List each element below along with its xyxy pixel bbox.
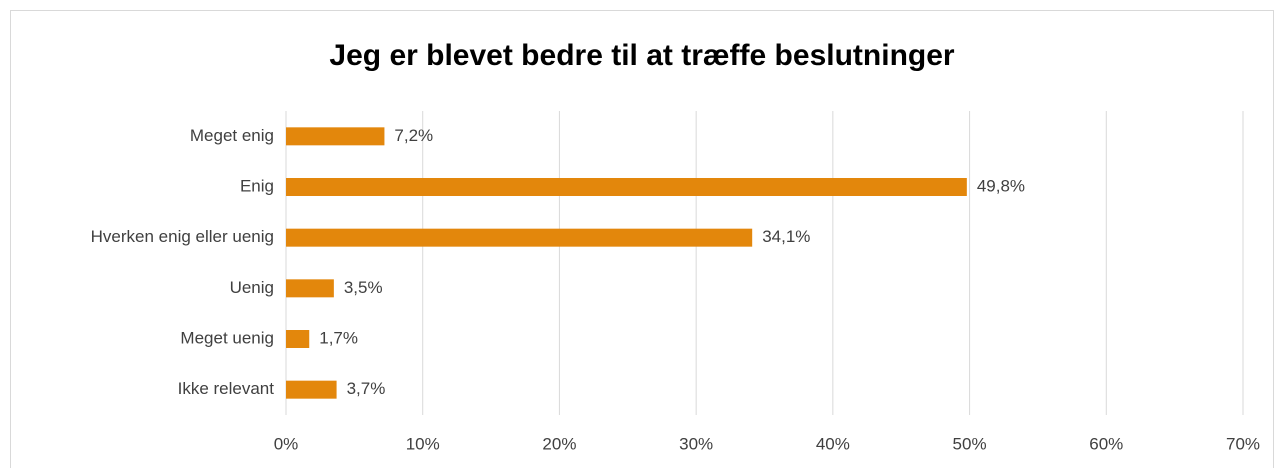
y-tick-label: Meget uenig (180, 328, 274, 347)
y-tick-label: Ikke relevant (178, 379, 275, 398)
bar (286, 380, 337, 399)
x-tick-label: 60% (1089, 434, 1123, 453)
y-tick-label: Uenig (230, 278, 274, 297)
data-label: 34,1% (762, 227, 810, 246)
x-tick-label: 40% (816, 434, 850, 453)
data-label: 49,8% (977, 176, 1025, 195)
x-tick-label: 10% (406, 434, 440, 453)
y-tick-label: Enig (240, 176, 274, 195)
bar (286, 178, 967, 196)
bar (286, 330, 310, 348)
x-tick-label: 70% (1226, 434, 1260, 453)
x-tick-label: 20% (542, 434, 576, 453)
bar (286, 279, 334, 298)
chart-title: Jeg er blevet bedre til at træffe beslut… (329, 39, 954, 72)
bar (286, 127, 385, 146)
data-label: 1,7% (319, 328, 358, 347)
x-tick-label: 30% (679, 434, 713, 453)
data-label: 3,7% (347, 379, 386, 398)
data-label: 3,5% (344, 278, 383, 297)
bar (286, 228, 753, 247)
x-tick-label: 50% (953, 434, 987, 453)
y-tick-label: Meget enig (190, 126, 274, 145)
y-tick-label: Hverken enig eller uenig (91, 227, 274, 246)
data-label: 7,2% (394, 126, 433, 145)
x-tick-label: 0% (274, 434, 299, 453)
